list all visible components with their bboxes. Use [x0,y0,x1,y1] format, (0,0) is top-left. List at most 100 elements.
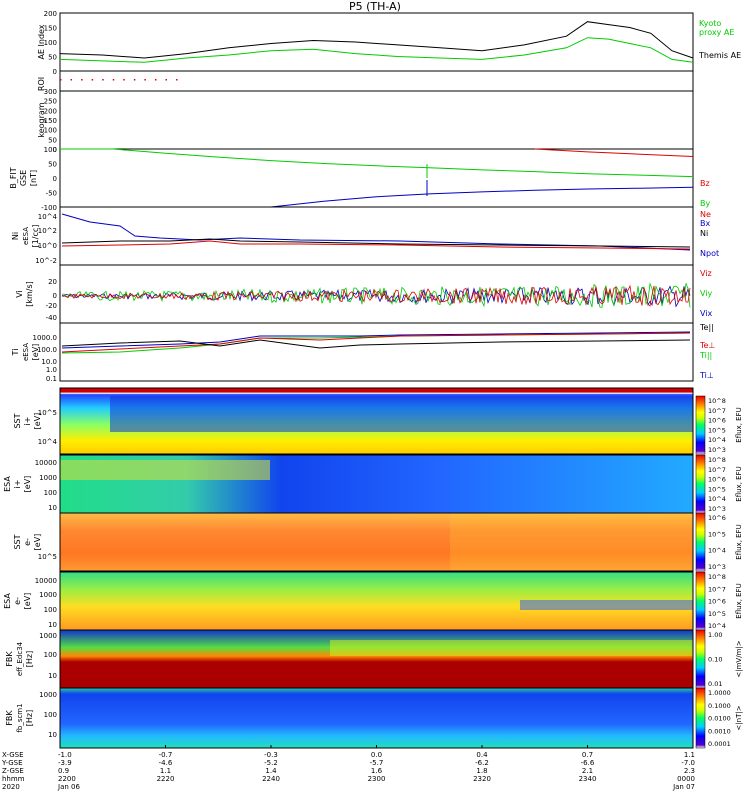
panel-frame [59,90,694,150]
roi-dot [154,79,157,81]
panel-frame [59,387,694,455]
xaxis-tick-label: 1.1 [684,751,695,759]
ylabel-vi-2: [km/s] [25,281,34,307]
xaxis-tick-label: 2340 [579,775,597,783]
panel-ae-index: AE Index 0 50 100 150 200 Kyoto proxy AE The… [37,10,741,76]
plot-title: P5 (TH-A) [349,0,401,13]
b-line-bz [534,148,694,157]
xaxis-tick-label: 0.4 [476,751,488,759]
sst-ion-blue-band [110,396,693,432]
ylabel-sst-e-1: SST [13,534,22,549]
ytick-ti-1000: 1000.0 [33,334,58,342]
ytick-sst-i-4: 10^4 [38,438,58,446]
ylabel-sst-i-3: [eV] [33,413,42,430]
colorbar-tick: 10^5 [708,426,726,434]
colorbar-tick: 10^4 [708,547,726,555]
colorbar-label: <|mV/m|> [735,640,743,677]
keogram-ytick: 0 [53,146,57,154]
ylabel-esa-e-3: [eV] [23,593,32,610]
ylabel-b-3: [nT] [29,170,38,186]
roi-dot [123,79,125,81]
xaxis-tick-label: -7.0 [681,759,695,767]
ytick-fbk1-1000: 1000 [39,632,57,640]
ylabel-sst-e-3: [eV] [33,534,42,551]
panel-fbk-edc34: FBK eff_Edc34 [Hz] 1000 100 10 [5,629,694,689]
colorbar-tick: 10^5 [708,530,726,538]
panel-b-field: B_FIT GSE [nT] -100 -50 0 50 100 Bz By Bx [9,146,710,228]
b-ytick: 0 [53,175,57,183]
roi-dot [176,79,178,81]
ytick-vi-20: 20 [48,278,57,286]
roi-dot [165,79,167,81]
colorbar-tick: 10^4 [708,495,726,503]
b-ytick: 50 [48,161,57,169]
ytick-fbk2-10: 10 [48,731,57,739]
ylabel-sst-i-1: SST [13,413,22,428]
colorbar-tick: 0.01 [708,680,722,688]
ae-line-1 [59,37,694,63]
panel-frame [59,70,694,92]
ylabel-b-1: B_FIT [9,167,18,188]
ylabel-sst-i-2: i+ [23,417,32,426]
ylabel-sst-e-2: e- [23,538,32,546]
ylabel-b-2: GSE [19,170,28,186]
xaxis-row-label: Z-GSE [2,767,24,775]
roi-dot [91,79,94,81]
ytick-fbk1-100: 100 [44,651,57,659]
panel-velocity: Vi [km/s] 20 0 -20 -40 Viz Viy Vix [15,264,713,324]
colorbar-sst-ion [695,395,706,455]
colorbar-tick: 0.1000 [708,702,731,710]
spectrogram-fbk-scm1 [60,688,693,748]
colorbar-label: <|nT|> [735,705,743,730]
colorbar-tick: 10^4 [708,436,726,444]
roi-dot [133,79,136,81]
roi-dot [70,79,73,81]
panel-density: Ni eESA [1/cc] 10^4 10^2 10^0 10^-2 Ne N… [11,206,719,266]
ae-ytick: 0 [53,68,57,76]
ylabel-esa-i-1: ESA [3,476,12,492]
ylabel-vi-1: Vi [15,290,24,298]
xaxis-tick-label: 1.6 [371,767,383,775]
ylabel-esa-i-2: i+ [13,480,22,489]
ytick-esa-e-10: 10 [48,621,57,629]
b-line-by [60,148,694,178]
keogram-ytick: 300 [44,88,57,96]
colorbar-label: Eflux, EFU [735,583,743,618]
ylabel-esa-e-2: e- [13,597,22,605]
ylabel-roi: ROI [37,77,46,91]
ytick-fbk1-10: 10 [48,672,57,680]
ytick-vi-m40: -40 [46,314,57,322]
ytick-ni-0: 10^0 [38,242,57,250]
xaxis-tick-label: -5.2 [264,759,278,767]
panel-frame [59,206,694,266]
legend-te-perp: Te⊥ [699,341,715,350]
legend-ne: Ne [700,210,711,219]
legend-themis-ae: Themis AE [698,51,741,60]
ylabel-ti-1: Ti [11,349,20,357]
te-par-line [61,339,691,349]
ytick-vi-m20: -20 [46,302,57,310]
b-ytick-labels: -100 -50 0 50 100 [41,146,57,212]
legend-viz: Viz [700,269,712,278]
xaxis-tick-label: 0.7 [582,751,593,759]
xaxis-tick-label: 1.4 [265,767,277,775]
keogram-ytick: 200 [44,107,57,115]
ytick-ti-1: 1.0 [46,366,57,374]
b-line-bx [270,186,694,208]
xaxis-tick-label: -6.2 [475,759,489,767]
roi-dot [144,79,146,81]
xaxis-tick-label: 0000 [677,775,695,783]
b-ytick: 100 [44,146,57,154]
keogram-ytick: 250 [44,98,57,106]
ylabel-ti-3: [eV] [31,344,40,361]
xaxis-tick-label: Jan 07 [672,783,695,791]
xaxis-tick-label: 2300 [368,775,386,783]
xaxis-tick-label: -6.6 [581,759,595,767]
ylabel-esa-e-1: ESA [3,593,12,609]
colorbar-tick: 10^6 [708,598,726,606]
xaxis-tick-label: 2240 [262,775,280,783]
colorbar-label: Eflux, EFU [735,524,743,559]
colorbar-fbk-scm1 [695,687,706,749]
